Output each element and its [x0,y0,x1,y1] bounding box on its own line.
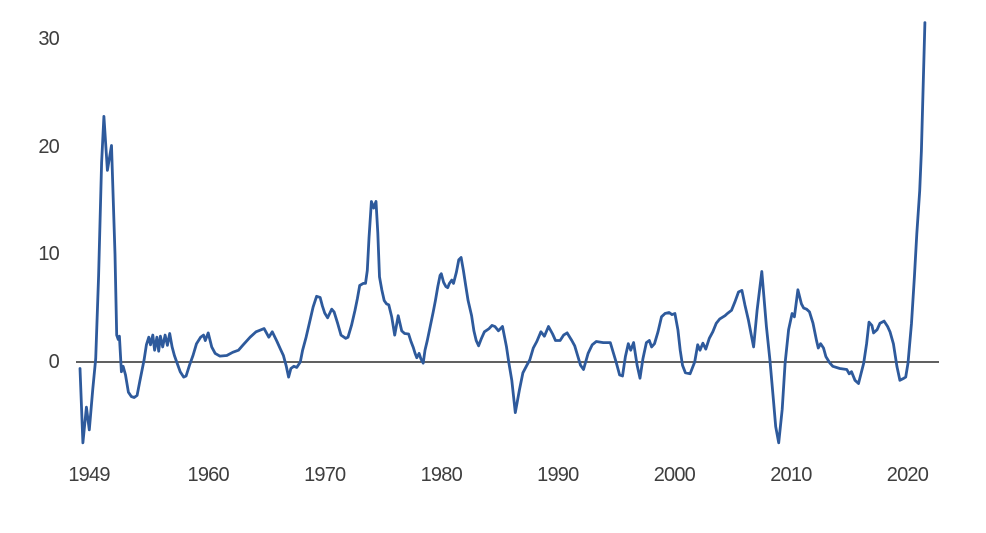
y-tick-label-30: 30 [38,27,59,50]
x-tick-label-2020: 2020 [886,464,929,486]
y-tick-label-10: 10 [38,243,59,266]
x-tick-label-1960: 1960 [187,464,230,486]
series-line [78,21,927,445]
x-tick-label-1980: 1980 [420,464,463,486]
x-tick-label-2010: 2010 [770,464,812,486]
x-tick-label-2000: 2000 [653,464,696,486]
x-tick-label-1949: 1949 [68,464,110,486]
y-tick-label-20: 20 [38,135,59,158]
x-tick-label-1990: 1990 [537,464,579,486]
x-tick-label-1970: 1970 [304,464,346,486]
y-tick-label-0: 0 [48,351,60,373]
